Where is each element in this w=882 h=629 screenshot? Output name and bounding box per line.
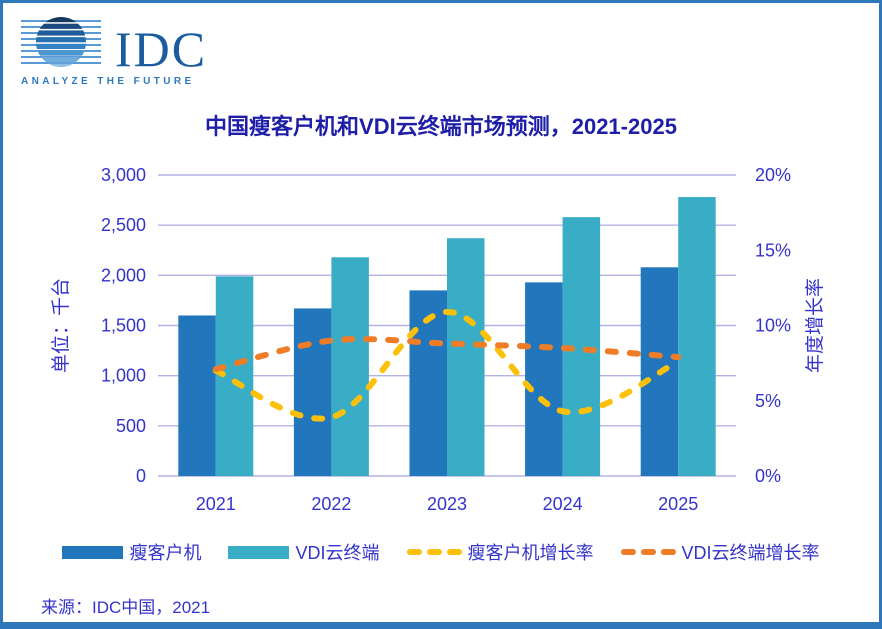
legend-item-thin-client-growth: 瘦客户机增长率 — [406, 539, 594, 565]
left-axis-title: 单位：千台 — [50, 278, 72, 373]
left-axis-tick-label: 1,500 — [101, 316, 146, 336]
vdi-swatch — [228, 545, 290, 559]
left-axis-tick-label: 2,500 — [101, 215, 146, 235]
bar-vdi-2025 — [678, 197, 716, 476]
idc-logo: IDC ANALYZE THE FUTURE — [21, 13, 241, 87]
market-forecast-combo-chart: 0 500 1,000 1,500 2,000 2,500 3,000 0% 5% 10% 15% 2… — [50, 165, 826, 514]
legend-item-vdi: VDI云终端 — [228, 539, 380, 565]
right-axis-tick-label: 15% — [755, 240, 791, 260]
idc-brand-text: IDC — [115, 21, 208, 77]
right-axis-tick-label: 5% — [755, 391, 781, 411]
source-note: 来源：IDC中国，2021 — [41, 598, 211, 617]
legend-label: 瘦客户机 — [129, 543, 202, 563]
x-axis-category-label: 2025 — [658, 494, 698, 514]
bar-thin-client-2021 — [178, 315, 216, 476]
right-axis-tick-label: 20% — [755, 165, 791, 185]
bar-thin-client-2024 — [525, 282, 563, 476]
vdi-growth-dash-swatch — [620, 549, 676, 555]
x-axis-category-label: 2023 — [427, 494, 467, 514]
x-axis-category-label: 2022 — [311, 494, 351, 514]
x-axis-category-label: 2021 — [196, 494, 236, 514]
right-axis-title: 年度增长率 — [804, 278, 826, 373]
left-axis-tick-label: 0 — [136, 466, 146, 486]
legend-label: 瘦客户机增长率 — [467, 543, 594, 563]
bar-thin-client-2022 — [293, 308, 332, 476]
idc-tagline: ANALYZE THE FUTURE — [21, 76, 195, 87]
legend-label: VDI云终端增长率 — [681, 543, 820, 563]
x-axis-category-label: 2024 — [543, 494, 583, 514]
left-axis-tick-label: 1,000 — [101, 366, 146, 386]
thin-client-swatch — [62, 545, 124, 559]
left-axis-tick-label: 2,000 — [101, 265, 146, 285]
chart-title: 中国瘦客户机和VDI云终端市场预测，2021-2025 — [205, 114, 677, 139]
idc-globe-icon — [21, 17, 101, 67]
bar-vdi-2023 — [447, 238, 485, 476]
right-axis-tick-label: 10% — [755, 316, 791, 336]
chart-legend: 瘦客户机 VDI云终端 瘦客户机增长率 VDI云终端增长率 — [3, 539, 879, 565]
bar-vdi-2022 — [331, 257, 369, 476]
right-axis-tick-label: 0% — [755, 466, 781, 486]
line-thin-client-growth — [212, 308, 682, 422]
left-axis-tick-label: 500 — [116, 416, 146, 436]
thin-client-growth-dash-swatch — [406, 549, 462, 555]
legend-item-vdi-growth: VDI云终端增长率 — [620, 539, 820, 565]
legend-label: VDI云终端 — [295, 543, 380, 563]
left-axis-tick-label: 3,000 — [101, 165, 146, 185]
legend-item-thin-client: 瘦客户机 — [62, 539, 201, 565]
